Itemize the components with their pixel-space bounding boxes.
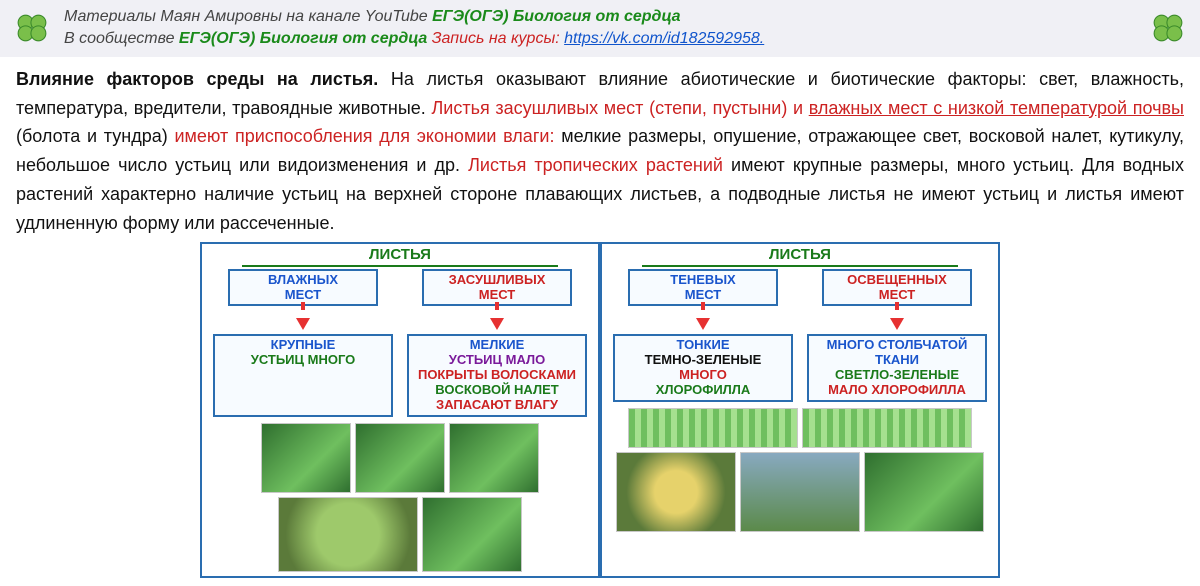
detail-line: ТОНКИЕ (619, 338, 787, 353)
arrow-down-icon (890, 318, 904, 330)
diagram-panel: ЛИСТЬЯ ТЕНЕВЫХМЕСТ ОСВЕЩЕННЫХМЕСТ ТОНКИЕТЕМ… (600, 242, 1000, 579)
logo-left (10, 12, 54, 44)
header-strip: Материалы Маян Амировны на канале YouTub… (0, 0, 1200, 57)
p4-red: Листья тропических растений (468, 155, 723, 175)
branch-node: ЗАСУШЛИВЫХМЕСТ (422, 269, 572, 307)
detail-node: ТОНКИЕТЕМНО-ЗЕЛЕНЫЕМНОГОХЛОРОФИЛЛА (613, 334, 793, 402)
detail-line: УСТЬИЦ МАЛО (413, 353, 581, 368)
detail-line: ХЛОРОФИЛЛА (619, 383, 787, 398)
image-placeholder (802, 408, 972, 448)
detail-line: ТКАНИ (813, 353, 981, 368)
logo-right (1146, 12, 1190, 44)
image-placeholder (628, 408, 798, 448)
arrow-down-icon (296, 318, 310, 330)
header-line1-green: ЕГЭ(ОГЭ) Биология от сердца (432, 8, 680, 25)
image-placeholder (449, 423, 539, 493)
p2-red-ul: влажных мест с низкой температурой почвы (809, 98, 1184, 118)
detail-line: УСТЬИЦ МНОГО (219, 353, 387, 368)
header-line2-green: ЕГЭ(ОГЭ) Биология от сердца (179, 30, 427, 47)
header-line2-prefix: В сообществе (64, 30, 179, 47)
p2-red1: Листья засушливых мест (степи, пустыни) … (431, 98, 808, 118)
detail-line: ВОСКОВОЙ НАЛЕТ (413, 383, 581, 398)
detail-line: МНОГО СТОЛБЧАТОЙ (813, 338, 981, 353)
panel-title: ЛИСТЬЯ (202, 244, 598, 265)
detail-node: КРУПНЫЕУСТЬИЦ МНОГО (213, 334, 393, 417)
detail-line: ЗАПАСАЮТ ВЛАГУ (413, 398, 581, 413)
arrow-down-icon (696, 318, 710, 330)
detail-node: МЕЛКИЕУСТЬИЦ МАЛОПОКРЫТЫ ВОЛОСКАМИВОСКОВ… (407, 334, 587, 417)
detail-node: МНОГО СТОЛБЧАТОЙТКАНИСВЕТЛО-ЗЕЛЕНЫЕМАЛО … (807, 334, 987, 402)
image-placeholder (616, 452, 736, 532)
p2-red2-plain: (болота и тундра) (16, 126, 174, 146)
detail-line: МАЛО ХЛОРОФИЛЛА (813, 383, 981, 398)
arrow-down-icon (490, 318, 504, 330)
image-placeholder (355, 423, 445, 493)
detail-line: КРУПНЫЕ (219, 338, 387, 353)
branch-node: ВЛАЖНЫХМЕСТ (228, 269, 378, 307)
branch-node: ОСВЕЩЕННЫХМЕСТ (822, 269, 972, 307)
panel-title: ЛИСТЬЯ (602, 244, 998, 265)
lead-bold: Влияние факторов среды на листья. (16, 69, 378, 89)
detail-line: МЕЛКИЕ (413, 338, 581, 353)
image-placeholder (278, 497, 418, 572)
header-text: Материалы Маян Амировны на канале YouTub… (64, 6, 1136, 51)
image-placeholder (864, 452, 984, 532)
detail-line: ТЕМНО-ЗЕЛЕНЫЕ (619, 353, 787, 368)
diagram-panel: ЛИСТЬЯВЛАЖНЫХМЕСТЗАСУШЛИВЫХМЕСТКРУПНЫЕУС… (200, 242, 600, 579)
p2-red3: имеют приспособления для экономии влаги: (174, 126, 554, 146)
header-line2-red: Запись на курсы: (432, 30, 564, 47)
branch-node: ТЕНЕВЫХМЕСТ (628, 269, 778, 307)
image-row (202, 419, 598, 576)
image-placeholder (261, 423, 351, 493)
diagram: ЛИСТЬЯВЛАЖНЫХМЕСТЗАСУШЛИВЫХМЕСТКРУПНЫЕУС… (0, 242, 1200, 586)
detail-line: СВЕТЛО-ЗЕЛЕНЫЕ (813, 368, 981, 383)
header-line1-prefix: Материалы Маян Амировны на канале YouTub… (64, 8, 432, 25)
header-link[interactable]: https://vk.com/id182592958. (564, 30, 764, 47)
image-row (602, 404, 998, 576)
image-placeholder (740, 452, 860, 532)
detail-line: МНОГО (619, 368, 787, 383)
image-placeholder (422, 497, 522, 572)
detail-line: ПОКРЫТЫ ВОЛОСКАМИ (413, 368, 581, 383)
body-paragraph: Влияние факторов среды на листья. На лис… (0, 57, 1200, 242)
